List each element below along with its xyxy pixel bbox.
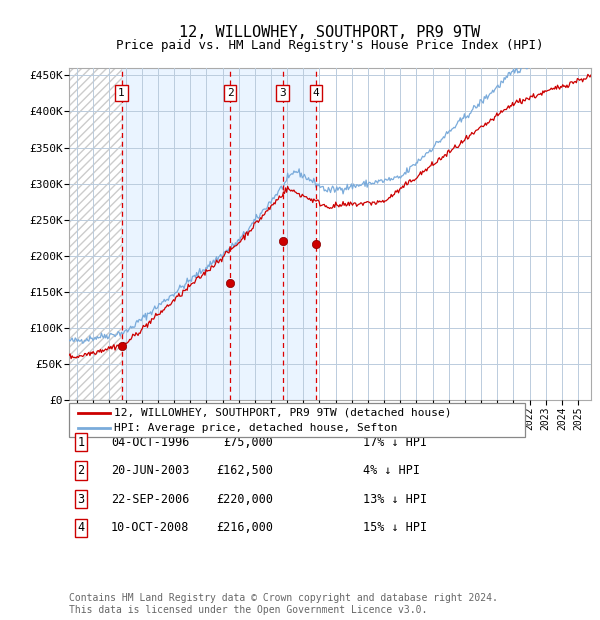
Text: 2: 2 xyxy=(77,464,85,477)
Text: £220,000: £220,000 xyxy=(216,493,273,505)
Text: £75,000: £75,000 xyxy=(223,436,273,448)
Text: 4: 4 xyxy=(313,88,319,98)
Bar xyxy=(69,68,122,400)
Bar xyxy=(316,68,591,400)
Text: 04-OCT-1996: 04-OCT-1996 xyxy=(111,436,190,448)
Text: 10-OCT-2008: 10-OCT-2008 xyxy=(111,521,190,534)
Text: HPI: Average price, detached house, Sefton: HPI: Average price, detached house, Seft… xyxy=(114,423,398,433)
Text: 3: 3 xyxy=(77,493,85,505)
Text: 4% ↓ HPI: 4% ↓ HPI xyxy=(363,464,420,477)
Text: 13% ↓ HPI: 13% ↓ HPI xyxy=(363,493,427,505)
Text: Price paid vs. HM Land Registry's House Price Index (HPI): Price paid vs. HM Land Registry's House … xyxy=(116,39,544,52)
Text: 15% ↓ HPI: 15% ↓ HPI xyxy=(363,521,427,534)
Text: £162,500: £162,500 xyxy=(216,464,273,477)
Text: 17% ↓ HPI: 17% ↓ HPI xyxy=(363,436,427,448)
Text: 2: 2 xyxy=(227,88,233,98)
Text: 1: 1 xyxy=(118,88,125,98)
Text: 12, WILLOWHEY, SOUTHPORT, PR9 9TW (detached house): 12, WILLOWHEY, SOUTHPORT, PR9 9TW (detac… xyxy=(114,407,452,417)
Text: 22-SEP-2006: 22-SEP-2006 xyxy=(111,493,190,505)
Text: 1: 1 xyxy=(77,436,85,448)
Text: 20-JUN-2003: 20-JUN-2003 xyxy=(111,464,190,477)
Text: 3: 3 xyxy=(279,88,286,98)
Text: 4: 4 xyxy=(77,521,85,534)
Text: 12, WILLOWHEY, SOUTHPORT, PR9 9TW: 12, WILLOWHEY, SOUTHPORT, PR9 9TW xyxy=(179,25,481,40)
Text: £216,000: £216,000 xyxy=(216,521,273,534)
Bar xyxy=(122,68,316,400)
Text: Contains HM Land Registry data © Crown copyright and database right 2024.
This d: Contains HM Land Registry data © Crown c… xyxy=(69,593,498,615)
